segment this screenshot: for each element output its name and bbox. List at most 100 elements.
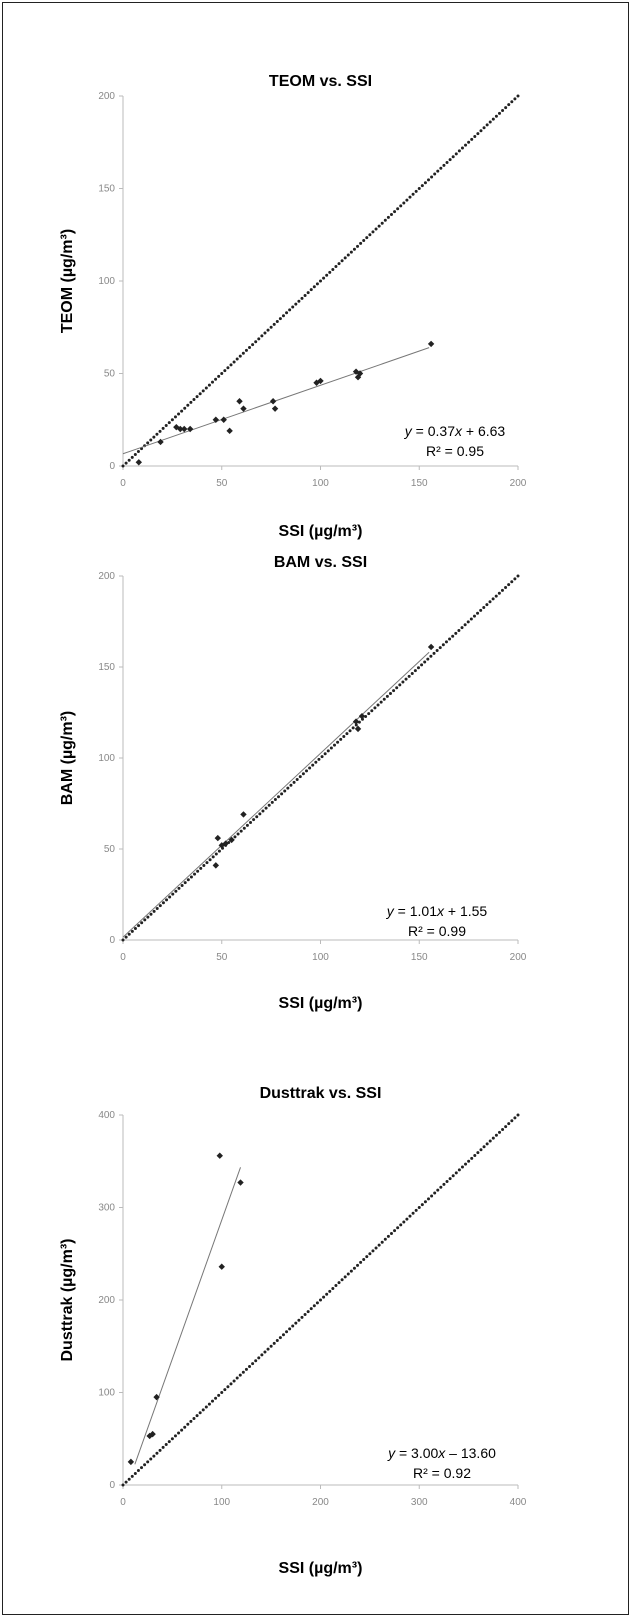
identity-line-dot	[255, 815, 259, 819]
identity-line-dot	[454, 1171, 458, 1175]
eq-y: y	[387, 1445, 396, 1461]
identity-line-dot	[315, 1301, 319, 1305]
identity-line-dot	[385, 694, 389, 698]
identity-line-dot	[413, 669, 417, 673]
identity-line-dot	[164, 1443, 168, 1447]
identity-line-dot	[245, 823, 249, 827]
identity-line-dot	[343, 1275, 347, 1279]
identity-line-dot	[364, 714, 368, 718]
identity-line-dot	[121, 938, 125, 942]
identity-line-dot	[482, 606, 486, 610]
identity-line-dot	[137, 924, 141, 928]
identity-line-dot	[303, 1312, 307, 1316]
identity-line-dot	[291, 1324, 295, 1328]
identity-line-dot	[488, 600, 492, 604]
identity-line-dot	[291, 305, 295, 309]
data-point	[214, 834, 221, 842]
regression-equation: y = 3.00x – 13.60	[387, 1445, 496, 1461]
identity-line-dot	[417, 187, 421, 190]
identity-line-dot	[448, 1177, 452, 1181]
regression-line	[122, 651, 430, 938]
identity-line-dot	[183, 881, 187, 885]
identity-line-dot	[359, 1260, 363, 1264]
regression-equation: y = 1.01x + 1.55	[386, 903, 488, 919]
identity-line-dot	[252, 818, 256, 822]
identity-line-dot	[223, 1388, 227, 1392]
identity-line-dot	[242, 826, 246, 830]
identity-line-dot	[479, 129, 483, 133]
identity-line-dot	[457, 628, 461, 632]
identity-line-dot	[244, 348, 248, 352]
identity-line-dot	[510, 1119, 514, 1123]
identity-line-dot	[130, 455, 134, 459]
identity-line-dot	[457, 1168, 461, 1172]
identity-line-dot	[263, 1350, 267, 1354]
identity-line-dot	[396, 1226, 400, 1230]
identity-line-dot	[210, 1399, 214, 1403]
identity-line-dot	[416, 666, 420, 670]
identity-line-dot	[177, 412, 181, 416]
identity-line-dot	[430, 175, 434, 179]
identity-line-dot	[454, 152, 458, 156]
identity-line-dot	[285, 1330, 289, 1334]
identity-line-dot	[368, 1252, 372, 1256]
identity-line-dot	[516, 94, 520, 98]
identity-line-dot	[217, 374, 221, 378]
eq-x: x	[437, 1445, 446, 1461]
identity-line-dot	[356, 1263, 360, 1267]
identity-line-dot	[275, 319, 279, 323]
identity-line-dot	[258, 812, 262, 816]
identity-line-dot	[367, 712, 371, 716]
identity-line-dot	[214, 1396, 218, 1400]
identity-line-dot	[235, 1376, 239, 1380]
identity-line-dot	[442, 1182, 446, 1186]
x-tick-label: 50	[216, 952, 228, 963]
identity-line-dot	[278, 1336, 282, 1340]
x-tick-label: 200	[510, 478, 527, 489]
identity-line-dot	[127, 458, 131, 462]
data-point	[177, 425, 184, 433]
identity-line-dot	[155, 1451, 159, 1455]
identity-line-dot	[146, 441, 150, 445]
identity-line-dot	[460, 146, 464, 150]
identity-line-dot	[404, 677, 408, 681]
identity-line	[121, 574, 520, 942]
identity-line-dot	[254, 340, 258, 344]
identity-line-dot	[204, 386, 208, 390]
chart-3: 0 100 200 300 400 0 100 200 300 400 Dusttrak vs. S…	[59, 1085, 527, 1577]
identity-line-dot	[417, 1206, 421, 1209]
identity-line-dot	[420, 663, 424, 667]
y-tick-label: 100	[98, 753, 115, 764]
identity-line-dot	[281, 1333, 285, 1337]
identity-line-dot	[180, 884, 184, 888]
identity-line-dot	[251, 1362, 255, 1366]
r-squared: R² = 0.99	[408, 923, 466, 939]
identity-line-dot	[124, 935, 128, 939]
data-point	[149, 1430, 156, 1438]
identity-line-dot	[278, 317, 282, 321]
identity-line-dot	[204, 1405, 208, 1409]
identity-line-dot	[249, 820, 253, 824]
eq-x: x	[436, 903, 445, 919]
identity-line-dot	[325, 273, 329, 277]
r-squared: R² = 0.92	[413, 1465, 471, 1481]
identity-line-dot	[389, 1232, 393, 1236]
identity-line-dot	[171, 892, 175, 896]
x-tick-label: 50	[216, 478, 228, 489]
identity-line-dot	[476, 1151, 480, 1155]
identity-line-dot	[193, 872, 197, 876]
regression-line	[134, 1167, 241, 1465]
identity-line-dot	[207, 1402, 211, 1406]
data-point	[127, 1458, 135, 1466]
identity-line-dot	[451, 155, 455, 159]
identity-line-dot	[402, 201, 406, 205]
identity-line-dot	[399, 1223, 403, 1227]
identity-line-dot	[285, 311, 289, 315]
identity-line-dot	[497, 1130, 501, 1134]
y-tick-label: 400	[98, 1110, 115, 1121]
identity-line-dot	[300, 296, 304, 300]
identity-line-dot	[392, 689, 396, 693]
identity-line-dot	[306, 291, 310, 295]
identity-line-dot	[161, 1445, 165, 1449]
